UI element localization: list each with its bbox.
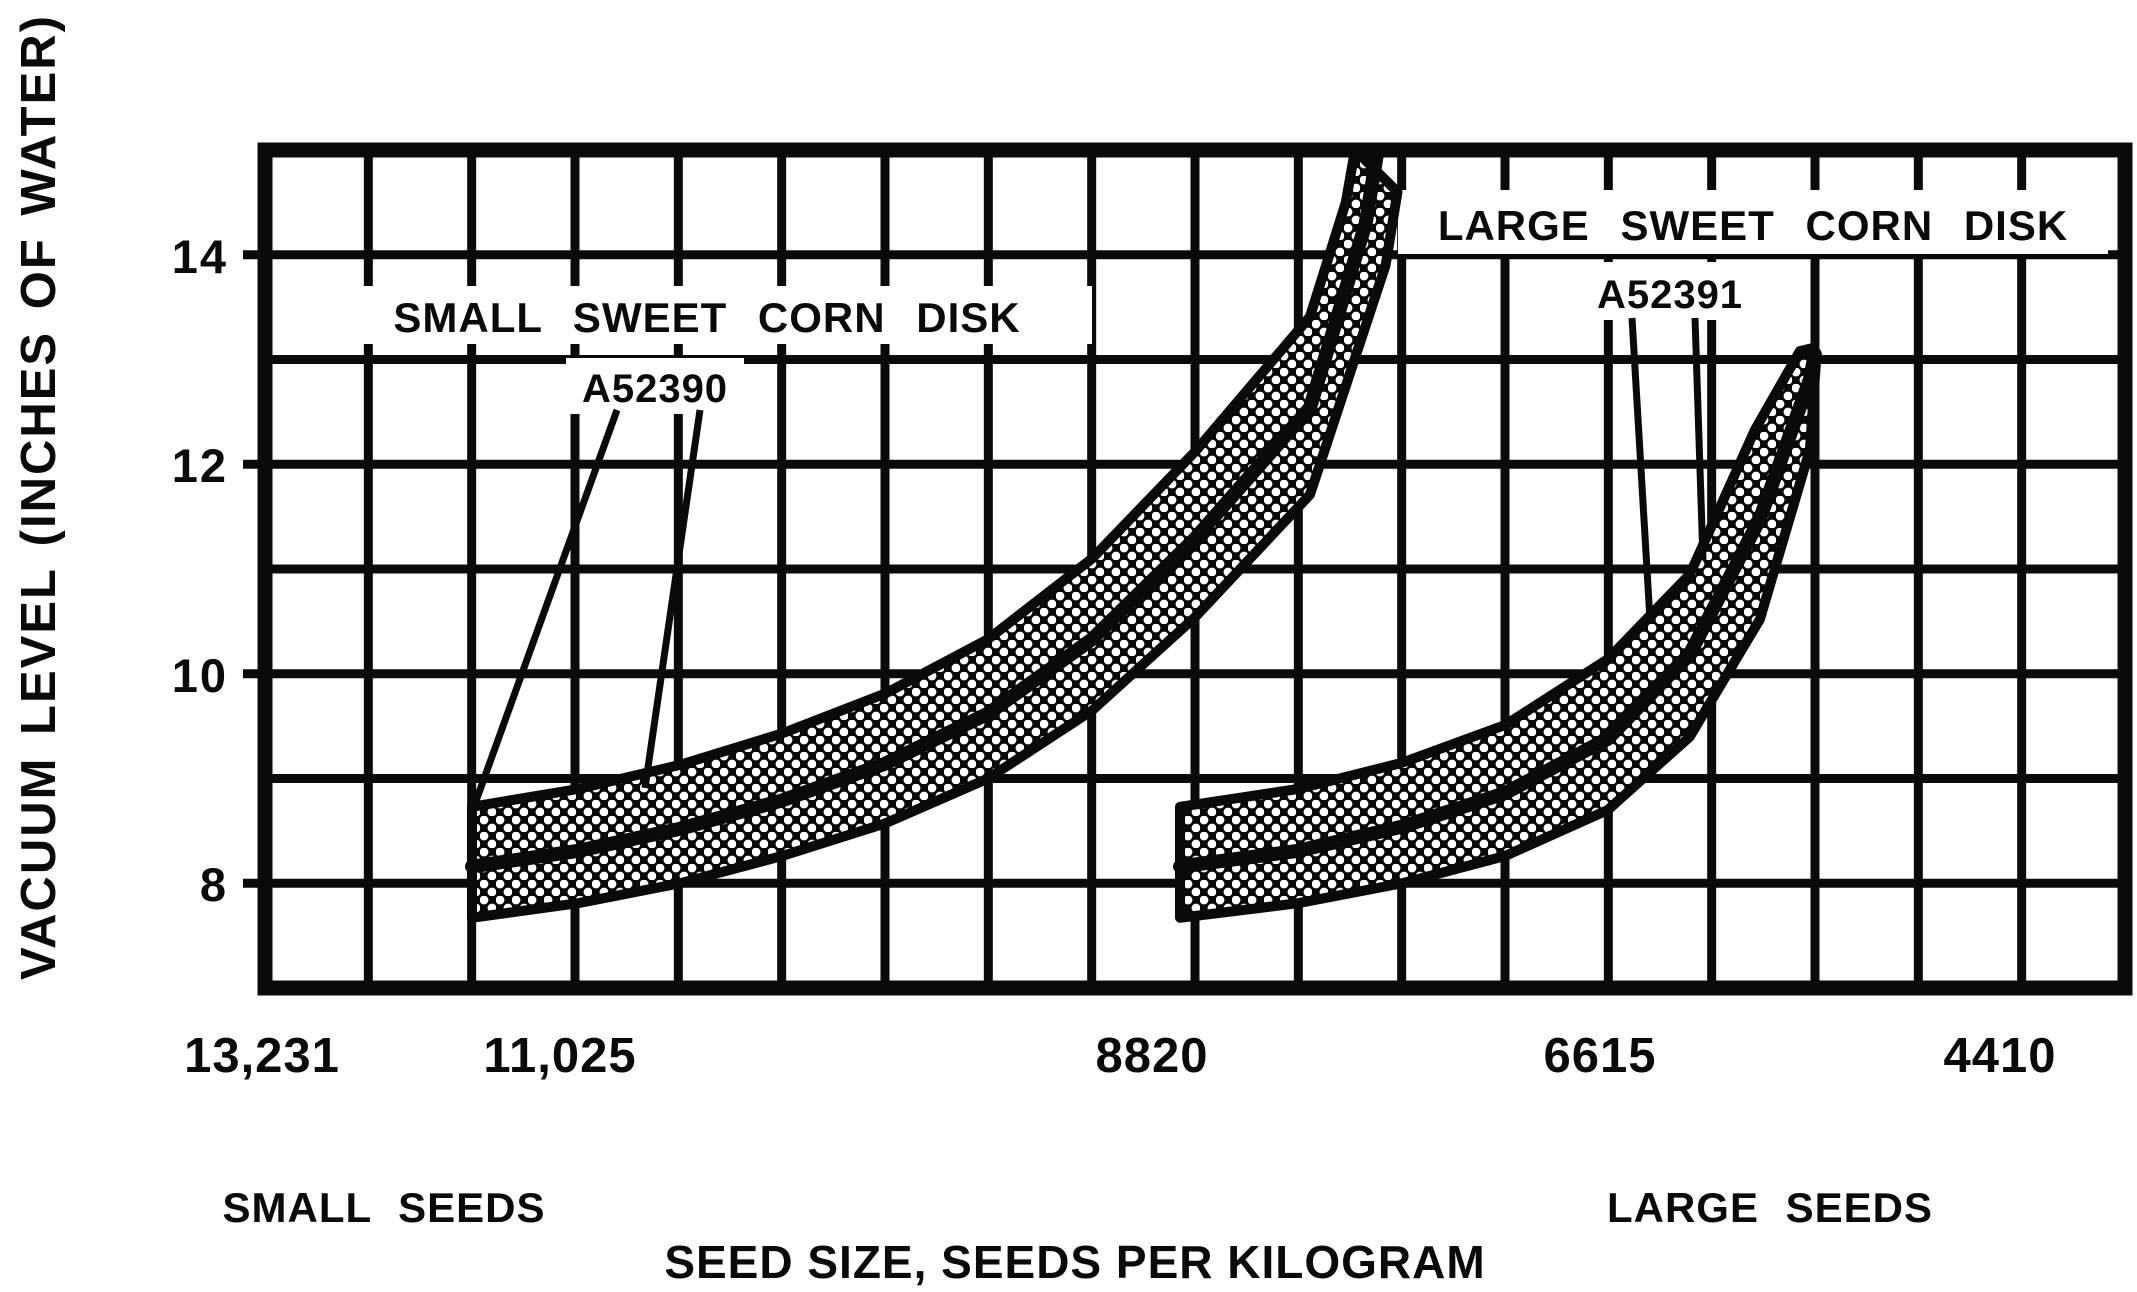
- small-disk-pointer-line-2: [641, 409, 704, 789]
- large-disk-centerline: [1173, 347, 1822, 874]
- y-tick-8: 8: [200, 858, 228, 911]
- x-tick-11025: 11,025: [483, 1029, 636, 1083]
- x-tick-8820: 8820: [1095, 1029, 1208, 1083]
- x-tick-13231: 13,231: [184, 1029, 340, 1083]
- large-disk-part-box: [1542, 262, 1798, 320]
- small-disk-label-box: [322, 286, 1092, 344]
- x-tick-6615: 6615: [1543, 1029, 1656, 1083]
- plot-frame: [257, 142, 2133, 996]
- small-disk-label: SMALL SWEET CORN DISK: [393, 294, 1020, 341]
- small-disk-band: [467, 150, 1403, 923]
- x-axis-title: SEED SIZE, SEEDS PER KILOGRAM: [664, 1236, 1485, 1288]
- small-disk-part-box: [566, 358, 744, 414]
- pointer-lines: [468, 317, 1707, 814]
- small-disk-part-number: A52390: [582, 367, 728, 411]
- x-tick-4410: 4410: [1943, 1029, 2056, 1083]
- y-tick-12: 12: [172, 439, 228, 492]
- small-disk-pointer-line-1: [468, 408, 621, 814]
- large-disk-part-number: A52391: [1597, 273, 1743, 317]
- small-disk-centerline: [465, 150, 1385, 874]
- large-disk-pointer-line-1: [1628, 317, 1654, 621]
- y-tick-14: 14: [172, 230, 228, 283]
- large-seeds-label: LARGE SEEDS: [1607, 1184, 1933, 1231]
- operating-bands: [465, 150, 1822, 923]
- large-disk-pointer-line-2: [1691, 317, 1707, 561]
- y-tick-10: 10: [172, 649, 228, 702]
- large-disk-label: LARGE SWEET CORN DISK: [1438, 202, 2068, 249]
- small-seeds-label: SMALL SEEDS: [223, 1184, 546, 1231]
- large-disk-label-box: [1398, 190, 2108, 254]
- y-axis-title: VACUUM LEVEL (INCHES OF WATER): [12, 14, 66, 980]
